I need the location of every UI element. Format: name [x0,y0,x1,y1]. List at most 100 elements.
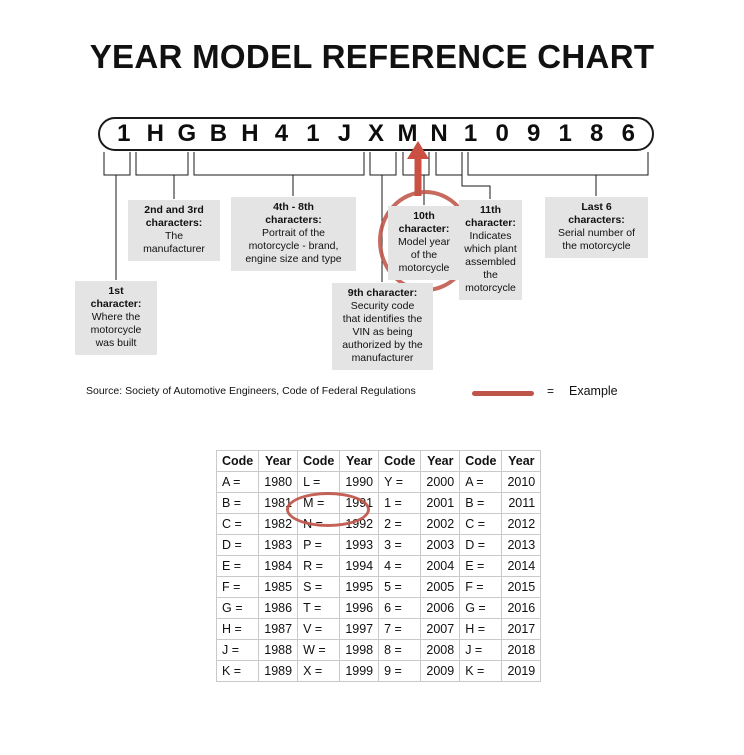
callout-4th8th-line-2: characters: [265,214,322,226]
cell-year-3-row-9: 2008 [420,639,461,661]
cell-code-2-row-1: L = [297,471,341,493]
cell-code-4-row-5: E = [459,555,503,577]
cell-year-4-row-6: 2015 [501,576,542,598]
callout-4th-to-8th-characters: 4th - 8th characters: Portrait of the mo… [231,197,356,271]
vin-char-15: 1 [558,120,572,147]
cell-year-3-row-4: 2003 [420,534,461,556]
cell-year-3-row-6: 2005 [420,576,461,598]
cell-code-1-row-2: B = [215,492,260,514]
callout-last6-line-1: Last 6 [581,201,612,213]
bracket-2nd-3rd [135,152,189,176]
vin-char-4: B [209,120,228,147]
callout-2nd3rd-line-1: 2nd and 3rd [144,204,204,216]
cell-code-4-row-9: J = [459,639,503,661]
cell-year-3-row-10: 2009 [420,660,461,682]
col-header-code-4: Code [459,450,503,472]
callout-4th8th-line-5: engine size and type [245,253,342,265]
vin-char-7: 1 [306,120,320,147]
col-header-year-3: Year [420,450,461,472]
cell-code-1-row-9: J = [215,639,260,661]
col-header-code-1: Code [215,450,260,472]
table-header-row: Code Year Code Year Code Year Code Year [215,450,542,472]
vin-char-16: 8 [590,120,604,147]
vin-char-3: G [177,120,197,147]
cell-code-3-row-2: 1 = [378,492,422,514]
callout-10th-character: 10th character: Model year of the motorc… [388,206,460,280]
cell-code-2-row-6: S = [297,576,341,598]
cell-year-4-row-10: 2019 [501,660,542,682]
bracket-10th [402,152,430,176]
cell-year-2-row-9: 1998 [339,639,380,661]
callout-last-6-characters: Last 6 characters: Serial number of the … [545,197,648,258]
source-and-legend-row: Source: Society of Automotive Engineers,… [86,384,666,402]
callout-9th-line-6: manufacturer [351,352,414,364]
bracket-11th [435,152,463,176]
callout-10th-line-2: character: [398,223,450,235]
callout-4th8th-line-4: motorcycle - brand, [248,240,339,252]
cell-year-3-row-1: 2000 [420,471,461,493]
cell-code-1-row-10: K = [215,660,260,682]
table-row: H = 1987 V = 1997 7 = 2007 H = 2017 [215,618,542,640]
callout-last6-line-2: characters: [568,214,625,226]
col-header-year-4: Year [501,450,542,472]
col-header-code-3: Code [378,450,422,472]
callout-last6-line-4: the motorcycle [562,240,631,252]
cell-code-3-row-9: 8 = [378,639,422,661]
cell-year-1-row-10: 1989 [258,660,299,682]
table-row: F = 1985 S = 1995 5 = 2005 F = 2015 [215,576,542,598]
source-text: Source: Society of Automotive Engineers,… [86,385,416,397]
callout-9th-character: 9th character: Security code that identi… [332,283,433,370]
cell-code-1-row-4: D = [215,534,260,556]
cell-year-1-row-7: 1986 [258,597,299,619]
cell-year-1-row-4: 1983 [258,534,299,556]
bracket-4th-8th [193,152,365,176]
callout-2nd3rd-line-4: manufacturer [143,243,205,255]
cell-year-2-row-7: 1996 [339,597,380,619]
cell-code-3-row-1: Y = [378,471,422,493]
vin-char-6: 4 [274,120,289,147]
callout-1st-character: 1st character: Where the motorcycle was … [75,281,157,355]
callout-11th-line-6: the [483,269,498,281]
cell-code-4-row-2: B = [459,492,503,514]
vin-char-17: 6 [621,120,635,147]
callout-10th-line-1: 10th [413,210,435,222]
callout-11th-character: 11th character: Indicates which plant as… [459,200,522,300]
callout-4th8th-line-1: 4th - 8th [273,201,314,213]
vin-char-9: X [368,120,385,147]
cell-code-1-row-1: A = [215,471,260,493]
callout-2nd3rd-line-3: The [164,230,184,242]
callout-10th-line-3: Model year [398,236,450,248]
table-row: J = 1988 W = 1998 8 = 2008 J = 2018 [215,639,542,661]
cell-code-4-row-1: A = [459,471,503,493]
vin-char-11: N [430,120,448,147]
cell-year-3-row-2: 2001 [420,492,461,514]
vin-char-2: H [146,120,164,147]
callout-11th-line-7: motorcycle [465,282,516,294]
callout-9th-line-5: authorized by the [342,339,423,351]
cell-code-2-row-4: P = [297,534,341,556]
callout-9th-line-3: that identifies the [342,313,423,325]
cell-year-3-row-8: 2007 [420,618,461,640]
vin-char-10: M [397,120,418,147]
cell-code-2-row-9: W = [297,639,341,661]
cell-code-4-row-3: C = [459,513,503,535]
cell-code-3-row-10: 9 = [378,660,422,682]
callout-11th-line-4: which plant [464,243,517,255]
highlight-circle-code-m-1991 [286,492,370,527]
callout-11th-line-3: Indicates [469,230,512,242]
callout-11th-line-2: character: [465,217,516,229]
cell-code-3-row-6: 5 = [378,576,422,598]
table-row: E = 1984 R = 1994 4 = 2004 E = 2014 [215,555,542,577]
cell-year-4-row-7: 2016 [501,597,542,619]
vin-char-12: 1 [463,120,478,147]
callout-9th-line-2: Security code [350,300,415,312]
cell-year-4-row-8: 2017 [501,618,542,640]
callout-10th-line-4: of the [410,249,438,261]
cell-year-1-row-1: 1980 [258,471,299,493]
cell-code-1-row-7: G = [215,597,260,619]
cell-code-2-row-8: V = [297,618,341,640]
legend-example-label: Example [569,384,618,398]
callout-11th-line-5: assembled [465,256,516,268]
table-row: D = 1983 P = 1993 3 = 2003 D = 2013 [215,534,542,556]
table-row: A = 1980 L = 1990 Y = 2000 A = 2010 [215,471,542,493]
